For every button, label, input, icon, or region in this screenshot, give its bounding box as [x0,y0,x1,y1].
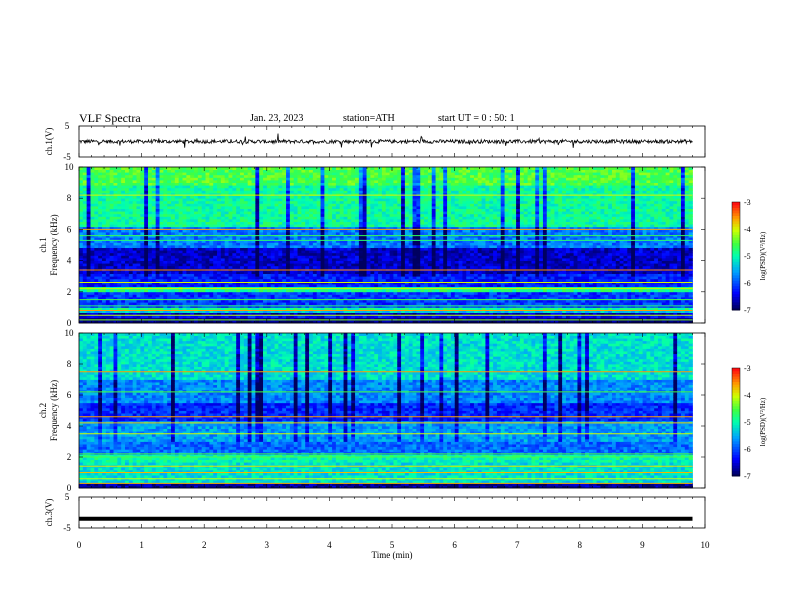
s1-ytick: 0 [67,318,72,328]
w1-frame [79,126,705,157]
s1-colorbar-tick: -5 [744,252,751,261]
s2-ytick: 10 [65,328,75,338]
w3-ytick: 5 [65,492,70,502]
time-axis-tick-label: 1 [139,540,144,550]
s2-ytick: 8 [67,359,72,369]
s2-panel [79,333,740,488]
s1-colorbar-tick: -3 [744,198,751,207]
s1-ylabel: Frequency (kHz) [49,214,59,275]
s1-ylabel-channel: ch.1 [38,237,48,252]
s1-ytick: 8 [67,193,72,203]
w1-panel [79,126,705,157]
s1-ytick: 10 [65,162,75,172]
s1-colorbar-label: log(PSD)(V²/Hz) [759,231,767,280]
s2-colorbar-label: log(PSD)(V²/Hz) [759,397,767,446]
s2-ytick: 4 [67,421,72,431]
s1-panel [79,167,740,323]
w3-ylabel: ch.3(V) [44,499,54,527]
s2-ylabel-channel: ch.2 [38,403,48,418]
s2-colorbar-tick: -6 [744,445,751,454]
s2-ytick: 2 [67,452,72,462]
s2-ytick: 6 [67,390,72,400]
time-axis-tick-label: 7 [515,540,520,550]
w3-ytick: -5 [63,523,71,533]
s1-ytick: 4 [67,256,72,266]
w3-frame [79,497,705,528]
s1-colorbar-tick: -6 [744,279,751,288]
time-axis-tick-label: 2 [202,540,207,550]
s2-colorbar-tick: -7 [744,472,751,481]
s2-colorbar-tick: -3 [744,364,751,373]
time-axis-tick-label: 0 [77,540,82,550]
time-axis-tick-label: 3 [265,540,270,550]
s2-colorbar-tick: -5 [744,418,751,427]
time-axis-tick-label: 10 [701,540,711,550]
w1-ytick: -5 [63,152,71,162]
time-axis-tick-label: 5 [390,540,395,550]
s1-colorbar-tick: -7 [744,306,751,315]
vlf-spectra-figure: 5-5ch.1(V)0246810ch.1 Frequency (kHz)-3-4… [0,0,792,612]
time-axis-tick-label: 4 [327,540,332,550]
s1-ytick: 2 [67,287,72,297]
s2-colorbar-tick: -4 [744,391,751,400]
time-axis-tick-label: 6 [452,540,457,550]
s2-ylabel: Frequency (kHz) [49,380,59,441]
time-axis-tick-label: 9 [640,540,645,550]
time-axis-label: Time (min) [372,550,413,560]
s1-ytick: 6 [67,224,72,234]
w1-ylabel: ch.1(V) [44,128,54,156]
s1-colorbar-tick: -4 [744,225,751,234]
w1-ytick: 5 [65,121,70,131]
w3-panel [79,497,705,528]
time-axis-tick-label: 8 [578,540,583,550]
